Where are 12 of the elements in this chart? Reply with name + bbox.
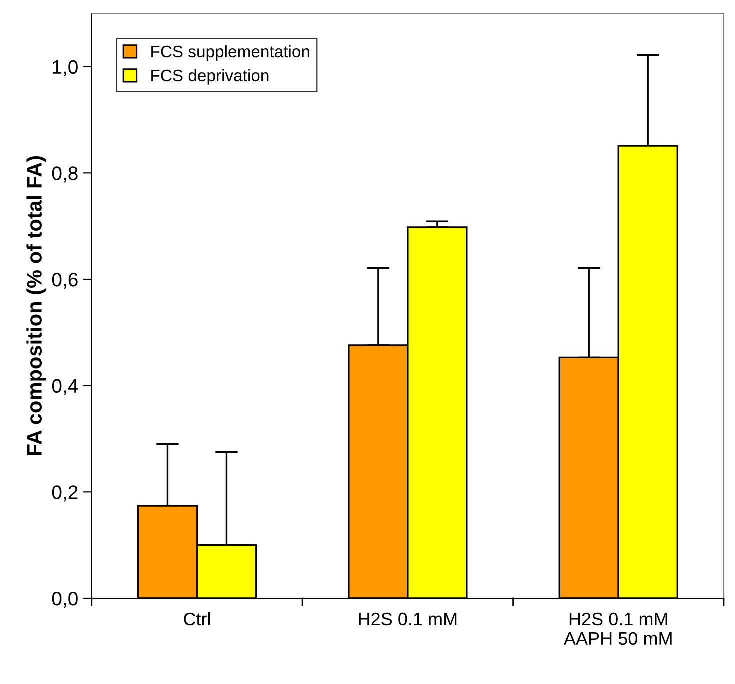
y-tick-label: 0,0	[52, 592, 78, 608]
y-axis-title: FA composition (% of total FA)	[26, 156, 46, 456]
y-tick-label: 0,8	[52, 166, 78, 183]
x-tick-label: H2S 0.1 mM	[359, 612, 457, 626]
y-tick-label: 0,2	[52, 486, 78, 502]
y-tick-label: 0,4	[52, 379, 78, 396]
y-tick-label: 0,6	[52, 272, 78, 290]
legend-label: FCS deprivation	[152, 69, 269, 85]
x-tick-label: H2S 0.1 mM AAPH 50 mM	[564, 612, 672, 646]
y-tick-label: 1,0	[53, 60, 78, 76]
legend-label: FCS supplementation	[152, 45, 310, 61]
x-tick-label: Ctrl	[184, 612, 210, 626]
